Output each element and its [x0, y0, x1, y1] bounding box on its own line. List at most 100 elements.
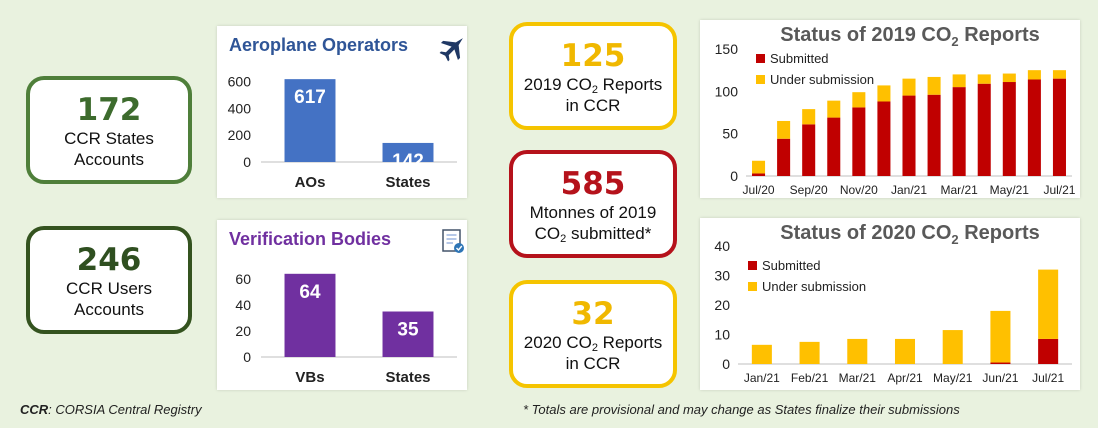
bar-submitted	[852, 107, 866, 176]
bar-submitted	[752, 173, 766, 176]
bar-under-submission	[1038, 269, 1059, 339]
x-tick-label: Jun/21	[982, 371, 1018, 385]
y-tick-label: 60	[235, 271, 251, 287]
y-tick-label: 400	[228, 100, 252, 116]
kpi-value: 32	[571, 296, 615, 332]
verification-bodies-chart: Verification Bodies 0 20 40 60 64 VBs 35 States	[229, 229, 464, 386]
x-tick-label: AOs	[295, 174, 326, 191]
data-label: 35	[397, 320, 419, 341]
kpi-value: 246	[76, 242, 142, 278]
kpi-value: 172	[76, 92, 142, 128]
kpi-label-line1: 2020 CO2 Reports	[523, 333, 663, 354]
x-tick-label: Jul/20	[743, 183, 775, 197]
bar	[284, 273, 336, 357]
reports-2019-card: 125 2019 CO2 Reports in CCR	[509, 22, 677, 130]
bar-submitted	[827, 117, 841, 176]
kpi-value: 585	[560, 166, 626, 202]
bar-submitted	[802, 124, 816, 176]
y-tick-label: 20	[235, 323, 251, 339]
ccr-states-accounts-card: 172 CCR States Accounts	[26, 76, 192, 184]
x-tick-label: VBs	[295, 369, 324, 386]
bar-under-submission	[847, 338, 868, 364]
y-tick-label: 600	[228, 73, 252, 89]
x-tick-label: May/21	[990, 183, 1030, 197]
aeroplane-operators-panel: Aeroplane Operators 0 200 400 600 617 AOs 142 St…	[217, 26, 467, 198]
bar-under-submission	[751, 344, 772, 364]
legend-swatch	[748, 261, 757, 270]
kpi-value: 125	[560, 38, 626, 74]
bar-under-submission	[752, 160, 766, 174]
y-tick-label: 20	[714, 297, 730, 313]
bar-under-submission	[1052, 70, 1066, 79]
x-tick-label: Feb/21	[791, 371, 829, 385]
plane-icon	[439, 38, 463, 62]
bar-submitted	[777, 138, 791, 176]
bar-under-submission	[1002, 73, 1016, 83]
bar-submitted	[1052, 78, 1066, 176]
kpi-label-line1: 2019 CO2 Reports	[523, 75, 663, 96]
bar-submitted	[1038, 338, 1059, 364]
legend-label: Submitted	[770, 51, 829, 66]
bar-under-submission	[894, 338, 916, 364]
y-tick-label: 200	[228, 127, 252, 143]
x-tick-label: Sep/20	[790, 183, 828, 197]
x-tick-label: Nov/20	[840, 183, 878, 197]
bar-under-submission	[877, 85, 891, 102]
aeroplane-operators-chart: Aeroplane Operators 0 200 400 600 617 AOs 142 St…	[228, 35, 463, 191]
bar-submitted	[952, 87, 966, 176]
reports-2020-card: 32 2020 CO2 Reports in CCR	[509, 280, 677, 388]
y-tick-label: 150	[715, 41, 739, 57]
status-2020-chart: Status of 2020 CO2 Reports 0 10 20 30 40 Jan/2…	[714, 222, 1072, 385]
legend-label: Under submission	[762, 279, 866, 294]
x-tick-label: Jul/21	[1043, 183, 1075, 197]
bar	[382, 142, 434, 162]
document-check-icon	[442, 229, 464, 253]
chart-title: Aeroplane Operators	[229, 35, 408, 55]
bar-under-submission	[977, 74, 991, 84]
bar-under-submission	[942, 330, 963, 364]
chart-title: Verification Bodies	[229, 229, 391, 249]
y-tick-label: 0	[730, 168, 738, 184]
kpi-label-line1: CCR Users	[66, 279, 152, 298]
x-tick-label: States	[385, 369, 430, 386]
x-tick-label: Mar/21	[940, 183, 978, 197]
bar-under-submission	[802, 109, 816, 125]
y-tick-label: 0	[243, 349, 251, 365]
x-tick-label: Jan/21	[891, 183, 927, 197]
x-tick-label: States	[385, 174, 430, 191]
bar-under-submission	[852, 92, 866, 108]
kpi-label-line1: Mtonnes of 2019	[529, 203, 657, 222]
kpi-label-line1: CCR States	[64, 129, 154, 148]
data-label: 64	[299, 282, 321, 303]
ccr-users-accounts-card: 246 CCR Users Accounts	[26, 226, 192, 334]
status-2019-panel: Status of 2019 CO2 Reports 0 50 100 150 Jul/2…	[700, 20, 1080, 198]
y-tick-label: 50	[722, 126, 738, 142]
status-2020-panel: Status of 2020 CO2 Reports 0 10 20 30 40 Jan/2…	[700, 218, 1080, 390]
bar-submitted	[1027, 79, 1041, 176]
status-2019-chart: Status of 2019 CO2 Reports 0 50 100 150 Jul/2…	[715, 24, 1076, 197]
provisional-footnote: * Totals are provisional and may change …	[523, 402, 960, 417]
bar-under-submission	[827, 100, 841, 118]
y-tick-label: 0	[722, 356, 730, 372]
kpi-label-line2: in CCR	[565, 354, 621, 373]
y-tick-label: 0	[243, 154, 251, 170]
bar-under-submission	[990, 310, 1011, 363]
verification-bodies-panel: Verification Bodies 0 20 40 60 64 VBs 35 States	[217, 220, 467, 390]
kpi-label-line2: in CCR	[565, 96, 621, 115]
bar-submitted	[902, 95, 916, 176]
legend-swatch	[756, 54, 765, 63]
ccr-footnote: CCR: CORSIA Central Registry	[20, 402, 202, 417]
kpi-label-line2: Accounts	[74, 300, 144, 319]
bar-under-submission	[1027, 70, 1041, 80]
bar-submitted	[990, 362, 1011, 364]
bar-submitted	[1002, 82, 1016, 176]
data-label: 142	[392, 151, 424, 172]
legend-swatch	[748, 282, 757, 291]
y-tick-label: 30	[714, 268, 730, 284]
x-tick-label: Mar/21	[839, 371, 877, 385]
bar-submitted	[927, 94, 941, 176]
chart-title: Status of 2019 CO2 Reports	[780, 24, 1040, 49]
mtonnes-submitted-card: 585 Mtonnes of 2019 CO2 submitted*	[509, 150, 677, 258]
x-tick-label: Apr/21	[887, 371, 923, 385]
bar-under-submission	[927, 76, 941, 95]
